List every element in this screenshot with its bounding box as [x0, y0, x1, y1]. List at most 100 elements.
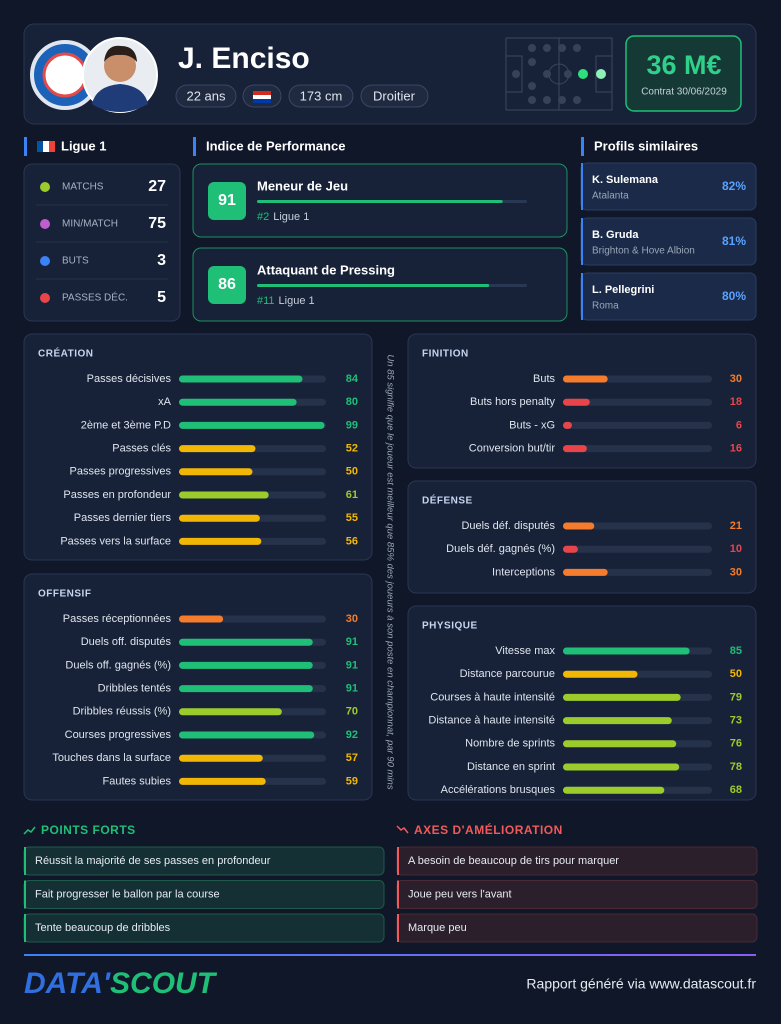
trend-icon — [396, 825, 409, 834]
stat-icon — [40, 256, 50, 266]
stat-label: Courses progressives — [65, 729, 172, 741]
bar — [179, 445, 256, 453]
similar-accent — [581, 163, 583, 210]
stat-value: 56 — [346, 535, 358, 547]
stat-value: 6 — [736, 419, 742, 431]
score: 86 — [218, 276, 236, 293]
logo-part: DATA' — [24, 967, 111, 1000]
list-text: Réussit la majorité de ses passes en pro… — [35, 855, 271, 867]
stat-label: Passes dernier tiers — [74, 512, 172, 524]
stat-label: Duels déf. gagnés (%) — [446, 543, 555, 555]
rank-league: Ligue 1 — [279, 295, 315, 307]
list-accent — [397, 914, 399, 942]
bar-track — [563, 398, 712, 406]
bar — [563, 763, 680, 771]
bar — [179, 754, 263, 762]
market-value: 36 M€ — [646, 50, 721, 80]
panel-title: FINITION — [422, 349, 469, 360]
stat-label: MIN/MATCH — [62, 219, 118, 230]
stat-value: 27 — [148, 178, 166, 195]
stat-label: Passes vers la surface — [60, 535, 171, 547]
heading-bar — [581, 137, 584, 156]
stat-label: Dribbles tentés — [98, 683, 172, 695]
bar — [179, 375, 303, 383]
flag-fr-r — [49, 141, 55, 152]
stat-value: 55 — [346, 512, 358, 524]
stat-icon — [40, 293, 50, 303]
score-box — [208, 266, 246, 304]
stat-value: 75 — [148, 215, 166, 232]
bar — [563, 445, 587, 453]
bar — [179, 421, 325, 429]
stat-value: 85 — [730, 645, 742, 657]
section-heading: Ligue 1 — [61, 138, 107, 153]
bar — [179, 615, 224, 623]
stat-icon — [40, 182, 50, 192]
stat-value: 78 — [730, 761, 742, 773]
similar-accent — [581, 273, 583, 320]
note: Un 85 signifie que le joueur est meilleu… — [384, 354, 395, 789]
panel-title: OFFENSIF — [38, 589, 91, 600]
stat-label: Nombre de sprints — [465, 738, 555, 750]
stat-value: 91 — [346, 683, 358, 695]
stat-label: Duels off. gagnés (%) — [65, 659, 171, 671]
stat-label: Passes réceptionnées — [63, 613, 172, 625]
card — [407, 480, 757, 594]
stat-label: Courses à haute intensité — [430, 691, 555, 703]
stat-value: 91 — [346, 659, 358, 671]
list-title: AXES D'AMÉLIORATION — [414, 822, 563, 837]
bar — [563, 398, 590, 406]
list-text: Joue peu vers l'avant — [408, 888, 512, 900]
flag-fr-w — [43, 141, 49, 152]
stat-label: Fautes subies — [103, 775, 172, 787]
bar — [563, 647, 690, 655]
bar — [179, 731, 315, 739]
stat-label: Duels off. disputés — [81, 636, 172, 648]
contract: Contrat 30/06/2029 — [641, 87, 727, 98]
stat-label: Passes clés — [112, 443, 171, 455]
score-bar — [257, 200, 503, 203]
similar-match: 81% — [722, 234, 746, 248]
similar-accent — [581, 218, 583, 265]
height: 173 cm — [300, 88, 343, 103]
similar-name: K. Sulemana — [592, 174, 659, 186]
stat-label: Distance parcourue — [460, 668, 555, 680]
stat-value: 10 — [730, 543, 742, 555]
position-dot — [573, 44, 581, 52]
position-dot — [564, 70, 572, 78]
player-head — [104, 50, 136, 82]
trend-icon — [23, 826, 36, 835]
position-dot — [543, 44, 551, 52]
stat-value: 73 — [730, 715, 742, 727]
position-dot — [573, 96, 581, 104]
stat-value: 79 — [730, 691, 742, 703]
similar-name: B. Gruda — [592, 229, 639, 241]
bar — [563, 545, 578, 553]
rank: #2 Ligue 1 — [257, 211, 309, 223]
position-dot — [528, 82, 536, 90]
stat-label: xA — [158, 396, 172, 408]
bar-track — [563, 421, 712, 429]
footer-line — [24, 954, 756, 956]
position-active — [596, 69, 606, 79]
stat-label: Touches dans la surface — [52, 752, 171, 764]
stat-value: 52 — [346, 443, 358, 455]
role: Meneur de Jeu — [257, 178, 348, 193]
similar-club: Brighton & Hove Albion — [592, 246, 695, 257]
list-accent — [397, 847, 399, 875]
position-active — [578, 69, 588, 79]
bar — [563, 786, 665, 794]
bar — [179, 514, 260, 522]
bar — [179, 491, 269, 499]
stat-label: Interceptions — [492, 566, 555, 578]
list-title: POINTS FORTS — [41, 823, 136, 837]
stat-value: 50 — [346, 466, 358, 478]
stat-label: Vitesse max — [495, 645, 555, 657]
chip — [288, 84, 354, 108]
stat-label: Duels déf. disputés — [461, 520, 555, 532]
list-text: Tente beaucoup de dribbles — [35, 922, 171, 934]
stat-value: 50 — [730, 668, 742, 680]
bar — [179, 398, 297, 406]
flag-white — [253, 95, 271, 99]
stat-value: 92 — [346, 729, 358, 741]
